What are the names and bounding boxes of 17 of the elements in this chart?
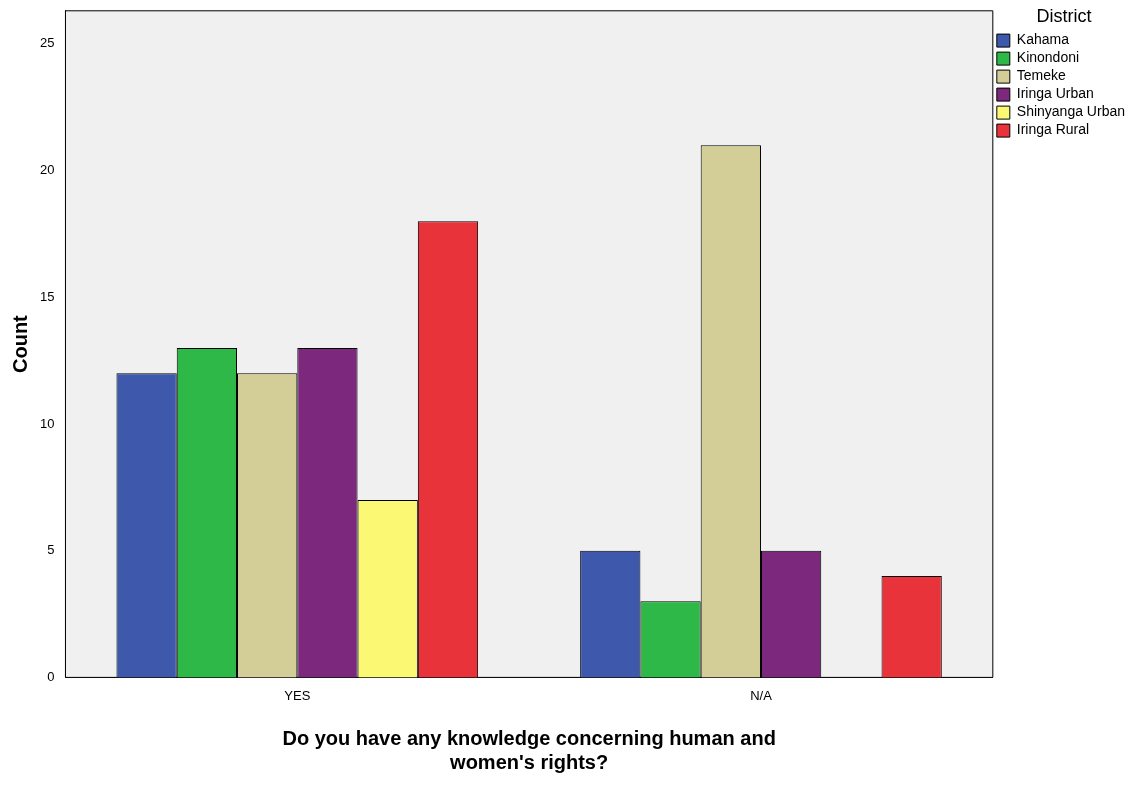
legend-label: Shinyanga Urban bbox=[1016, 103, 1125, 120]
legend-label: Kinondoni bbox=[1016, 49, 1080, 66]
legend-label: Iringa Urban bbox=[1016, 85, 1094, 102]
legend-label: Iringa Rural bbox=[1016, 121, 1090, 138]
y-tick-label: 10 bbox=[39, 415, 55, 431]
legend-label: Kahama bbox=[1016, 31, 1070, 48]
legend-title: District bbox=[1036, 5, 1092, 26]
x-tick-label: YES bbox=[284, 687, 311, 703]
y-tick-label: 15 bbox=[39, 288, 55, 304]
y-tick-label: 25 bbox=[39, 35, 55, 51]
y-tick-label: 20 bbox=[39, 162, 55, 178]
y-tick-label: 5 bbox=[47, 542, 55, 558]
y-axis-title: Count bbox=[8, 314, 31, 373]
x-tick-label: N/A bbox=[750, 687, 773, 703]
x-axis-title: Do you have any knowledge concerning human and women's rights? bbox=[282, 726, 776, 773]
legend-label: Temeke bbox=[1016, 67, 1067, 84]
y-tick-label: 0 bbox=[47, 668, 55, 684]
